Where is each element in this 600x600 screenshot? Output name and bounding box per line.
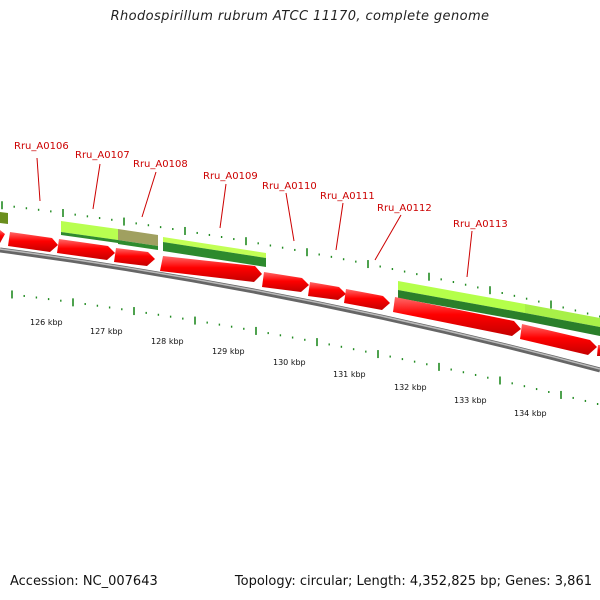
feature-bar [525,304,600,327]
gene-leader-line [285,192,295,242]
cds-arrow [57,239,115,260]
gene-label: Rru_A0113 [453,219,508,230]
feature-bars [0,212,600,336]
gene-leader-line [466,230,473,278]
gene-leader-line [92,163,101,210]
gene-labels: Rru_A0106 Rru_A0107 Rru_A0108 Rru_A0109 … [14,141,508,278]
scale-label: 128 kbp [151,337,184,346]
upper-tick-row [1,201,600,318]
scale-tick-row [11,290,599,405]
map-title: Rhodospirillum rubrum ATCC 11170, comple… [110,9,490,24]
scale-label: 126 kbp [30,318,63,327]
feature-bar [398,281,525,313]
genome-summary-text: Topology: circular; Length: 4,352,825 bp… [234,574,592,589]
feature-bar [0,212,8,224]
scale-label: 131 kbp [333,370,366,379]
scale-label: 129 kbp [212,347,245,356]
gene-label: Rru_A0110 [262,181,317,192]
gene-leader-line [335,202,344,251]
feature-bar [163,237,266,258]
gene-label: Rru_A0108 [133,159,188,170]
cds-arrow [262,272,309,292]
scale-label: 133 kbp [454,396,487,405]
gene-leader-line [219,183,227,229]
gene-label: Rru_A0112 [377,203,432,214]
feature-bar [61,221,118,240]
cds-arrow [597,345,600,356]
cds-arrow [160,256,262,282]
scale-label: 134 kbp [514,409,547,418]
cds-arrow [308,282,346,300]
gene-label: Rru_A0111 [320,191,375,202]
gene-label: Rru_A0106 [14,141,69,152]
scale-label: 127 kbp [90,327,123,336]
cds-arrow [8,232,58,252]
feature-bar [118,229,158,246]
cds-arrows [0,230,600,356]
gene-leader-line [374,214,402,261]
gene-label: Rru_A0107 [75,150,130,161]
cds-arrow [0,230,5,243]
accession-text: Accession: NC_007643 [10,574,158,589]
gene-leader-line [141,171,157,218]
gene-label: Rru_A0109 [203,171,258,182]
scale-label: 130 kbp [273,358,306,367]
cds-arrow [393,297,521,336]
cds-arrow [114,248,155,266]
cds-arrow [344,289,390,310]
genome-backbone [0,247,600,373]
scale-label: 132 kbp [394,383,427,392]
gene-leader-line [36,157,41,202]
cds-arrow [520,324,597,355]
scale-labels: 126 kbp 127 kbp 128 kbp 129 kbp 130 kbp … [30,318,547,418]
